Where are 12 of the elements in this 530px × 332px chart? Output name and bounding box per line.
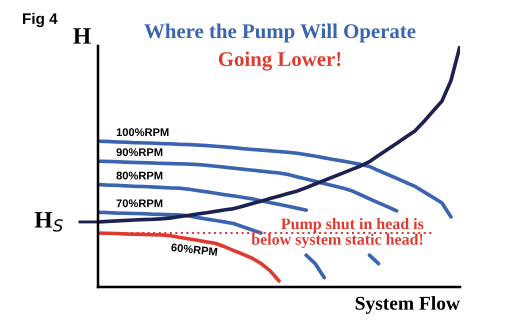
x-axis-title: System Flow (356, 296, 460, 314)
series-label: 80%RPM (116, 172, 162, 180)
series-label: 100%RPM (116, 128, 168, 136)
chart-title: Where the Pump Will Operate (144, 24, 416, 42)
series-label: 70%RPM (116, 199, 162, 208)
ref-line-label: Pump shut in head is below system static head! (251, 218, 424, 248)
chart-subtitle: Going Lower! (218, 51, 340, 71)
caption: Fig 4 (23, 12, 58, 28)
series-label: 90%RPM (116, 148, 162, 156)
y-axis-title: H (73, 28, 91, 44)
text: 60%RPM (171, 243, 218, 256)
text: H$_{S}$ (34, 212, 63, 232)
